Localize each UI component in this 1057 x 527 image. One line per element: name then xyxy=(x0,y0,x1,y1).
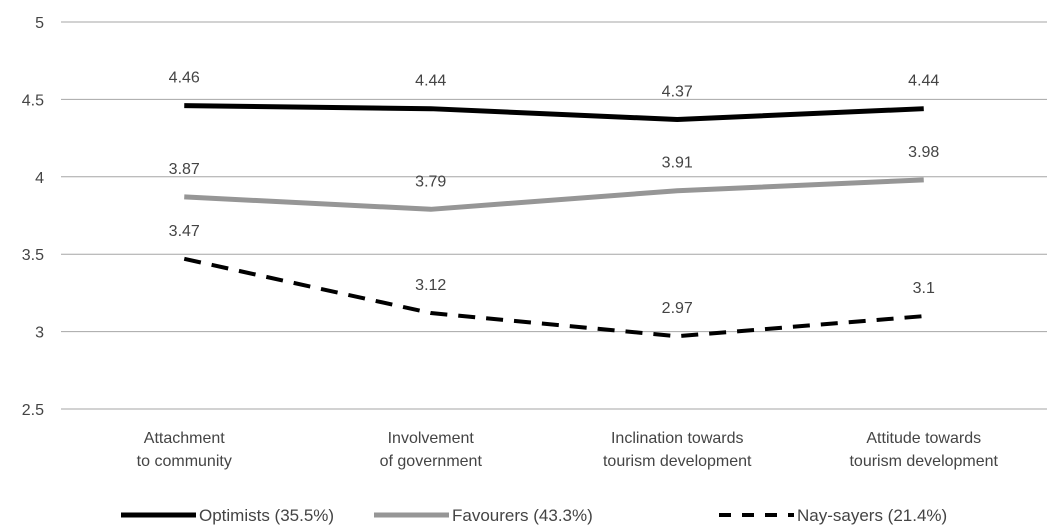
x-category-label: tourism development xyxy=(849,453,998,470)
x-category-label: Inclination towards xyxy=(611,430,744,447)
y-tick-label: 5 xyxy=(35,15,44,32)
series-lines xyxy=(183,103,924,339)
series-line-nay-sayers xyxy=(183,256,924,339)
data-label: 4.37 xyxy=(662,84,693,101)
x-category-label: Attitude towards xyxy=(866,430,981,447)
data-label: 3.79 xyxy=(415,173,446,190)
data-label: 3.47 xyxy=(169,223,200,240)
gridlines xyxy=(61,21,1047,410)
data-label: 3.91 xyxy=(662,155,693,172)
data-labels: 4.46 4.444.374.443.873.793.913.983.473.12… xyxy=(169,70,940,318)
x-category-label: Involvement xyxy=(388,430,475,447)
x-category-label: tourism development xyxy=(603,453,752,470)
legend: Optimists (35.5%) Favourers (43.3%) Nay-sa… xyxy=(121,506,947,525)
data-label: 3.87 xyxy=(169,161,200,178)
legend-label: Favourers (43.3%) xyxy=(452,506,593,525)
x-category-label: to community xyxy=(137,453,232,470)
x-category-label: Attachment xyxy=(144,430,225,447)
y-tick-label: 4.5 xyxy=(22,92,44,109)
y-tick-label: 4 xyxy=(35,170,44,187)
data-label: 4.46 xyxy=(169,70,200,87)
x-axis-categories: Attachment to community Involvement of gove… xyxy=(137,430,999,470)
legend-label: Optimists (35.5%) xyxy=(199,506,334,525)
y-axis-ticks: 5 4.5 4 3.5 3 2.5 xyxy=(22,15,44,419)
legend-label: Nay-sayers (21.4%) xyxy=(797,506,947,525)
data-label: 3.12 xyxy=(415,277,446,294)
data-label: 4.44 xyxy=(415,73,446,90)
y-tick-label: 3 xyxy=(35,325,44,342)
data-label: 3.1 xyxy=(913,280,935,297)
x-category-label: of government xyxy=(380,453,483,470)
data-label: 4.44 xyxy=(908,73,939,90)
y-tick-label: 2.5 xyxy=(22,402,44,419)
series-line-favourers xyxy=(184,177,924,212)
y-tick-label: 3.5 xyxy=(22,247,44,264)
data-label: 3.98 xyxy=(908,144,939,161)
data-label: 2.97 xyxy=(662,300,693,317)
series-line-optimists xyxy=(184,103,924,123)
